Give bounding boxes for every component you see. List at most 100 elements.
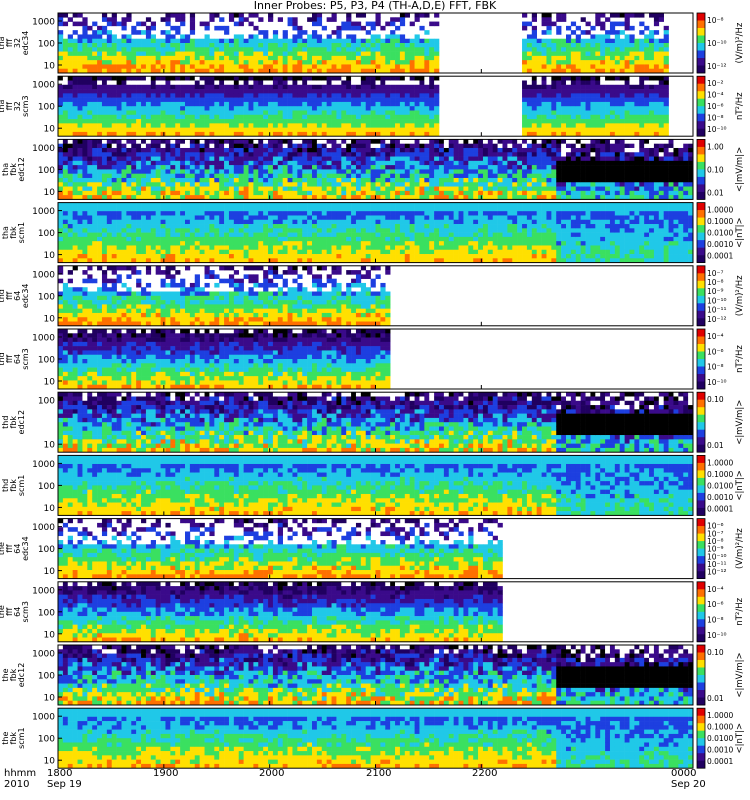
- heatmap-cell: [253, 56, 258, 61]
- heatmap-cell: [654, 39, 659, 44]
- heatmap-cell: [170, 39, 175, 44]
- heatmap-cell: [620, 174, 625, 179]
- heatmap-cell: [400, 182, 405, 187]
- heatmap-cell: [92, 233, 97, 238]
- heatmap-cell: [253, 123, 258, 128]
- heatmap-cell: [503, 178, 508, 183]
- heatmap-cell: [336, 34, 341, 39]
- heatmap-cell: [107, 161, 112, 166]
- heatmap-cell: [209, 144, 214, 149]
- heatmap-cell: [102, 211, 107, 216]
- heatmap-cell: [673, 144, 678, 149]
- heatmap-cell: [151, 115, 156, 120]
- heatmap-cell: [424, 174, 429, 179]
- heatmap-cell: [102, 182, 107, 187]
- heatmap-cell: [297, 110, 302, 115]
- heatmap-cell: [395, 128, 400, 133]
- heatmap-cell: [161, 215, 166, 220]
- heatmap-cell: [117, 187, 122, 192]
- heatmap-cell: [610, 93, 615, 98]
- heatmap-cell: [229, 191, 234, 196]
- panel-tha-fff-32-edc34: 100010010tha fff 32 edc3410⁻⁸10⁻¹⁰10⁻¹²(V/m…: [0, 13, 745, 73]
- heatmap-cell: [576, 139, 581, 144]
- heatmap-cell: [512, 157, 517, 162]
- heatmap-cell: [239, 80, 244, 85]
- heatmap-cell: [68, 152, 73, 157]
- heatmap-cell: [434, 169, 439, 174]
- heatmap-cell: [141, 191, 146, 196]
- heatmap-cell: [244, 89, 249, 94]
- heatmap-cell: [590, 39, 595, 44]
- heatmap-cell: [63, 85, 68, 90]
- heatmap-cell: [268, 110, 273, 115]
- heatmap-cell: [317, 43, 322, 48]
- heatmap-cell: [424, 102, 429, 107]
- heatmap-cell: [620, 22, 625, 27]
- heatmap-cell: [239, 102, 244, 107]
- heatmap-cell: [586, 128, 591, 133]
- heatmap-cell: [380, 182, 385, 187]
- heatmap-cell: [332, 17, 337, 22]
- heatmap-cell: [634, 89, 639, 94]
- heatmap-cell: [112, 56, 117, 61]
- heatmap-cell: [605, 52, 610, 57]
- heatmap-cell: [639, 22, 644, 27]
- heatmap-cell: [595, 102, 600, 107]
- heatmap-cell: [195, 123, 200, 128]
- heatmap-cell: [122, 76, 127, 81]
- heatmap-cell: [200, 215, 205, 220]
- heatmap-cell: [200, 89, 205, 94]
- heatmap-cell: [600, 80, 605, 85]
- heatmap-cell: [610, 161, 615, 166]
- heatmap-cell: [82, 56, 87, 61]
- heatmap-cell: [576, 110, 581, 115]
- heatmap-cell: [610, 123, 615, 128]
- heatmap-cell: [346, 89, 351, 94]
- heatmap-cell: [556, 93, 561, 98]
- heatmap-cell: [249, 139, 254, 144]
- heatmap-cell: [68, 207, 73, 212]
- heatmap-cell: [97, 245, 102, 250]
- heatmap-cell: [239, 47, 244, 52]
- heatmap-cell: [561, 144, 566, 149]
- heatmap-cell: [336, 148, 341, 153]
- heatmap-cell: [512, 169, 517, 174]
- heatmap-cell: [366, 102, 371, 107]
- heatmap-cell: [605, 47, 610, 52]
- heatmap-cell: [195, 215, 200, 220]
- heatmap-cell: [561, 17, 566, 22]
- heatmap-cell: [336, 174, 341, 179]
- heatmap-cell: [659, 139, 664, 144]
- heatmap-cell: [410, 93, 415, 98]
- heatmap-cell: [180, 60, 185, 65]
- heatmap-cell: [92, 178, 97, 183]
- heatmap-cell: [97, 241, 102, 246]
- heatmap-cell: [146, 233, 151, 238]
- heatmap-cell: [625, 22, 630, 27]
- heatmap-cell: [581, 123, 586, 128]
- heatmap-cell: [322, 148, 327, 153]
- heatmap-cell: [410, 182, 415, 187]
- heatmap-cell: [551, 144, 556, 149]
- heatmap-cell: [112, 22, 117, 27]
- heatmap-cell: [302, 115, 307, 120]
- heatmap-cell: [175, 233, 180, 238]
- heatmap-cell: [190, 60, 195, 65]
- heatmap-cell: [224, 93, 229, 98]
- heatmap-cell: [644, 102, 649, 107]
- heatmap-cell: [92, 93, 97, 98]
- heatmap-cell: [82, 115, 87, 120]
- heatmap-cell: [600, 115, 605, 120]
- heatmap-cell: [556, 39, 561, 44]
- heatmap-cell: [258, 85, 263, 90]
- heatmap-cell: [571, 115, 576, 120]
- heatmap-cell: [78, 76, 83, 81]
- heatmap-cell: [600, 182, 605, 187]
- heatmap-cell: [312, 165, 317, 170]
- heatmap-cell: [180, 182, 185, 187]
- heatmap-cell: [615, 144, 620, 149]
- heatmap-cell: [156, 115, 161, 120]
- heatmap-cell: [170, 85, 175, 90]
- heatmap-cell: [165, 80, 170, 85]
- heatmap-cell: [97, 169, 102, 174]
